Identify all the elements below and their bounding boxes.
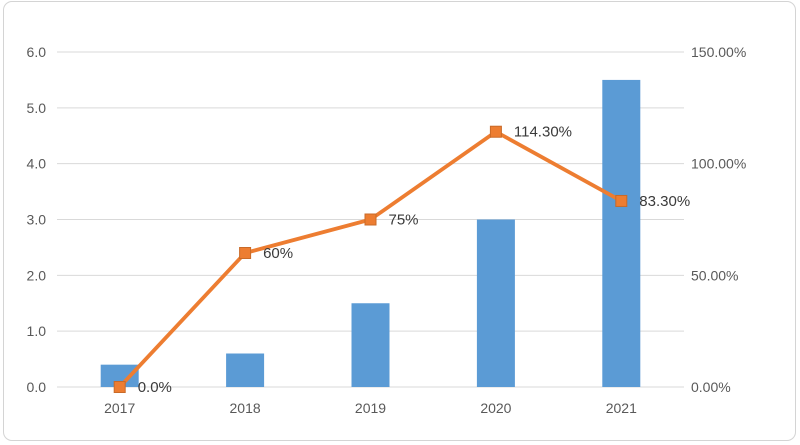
x-axis-category-label: 2020 (480, 400, 511, 416)
line-marker-2021 (615, 194, 628, 207)
left-axis-tick-label: 0.0 (27, 379, 47, 395)
line-marker-2019 (364, 213, 377, 226)
data-label-2020: 114.30% (514, 124, 572, 141)
bar-2019 (351, 303, 390, 387)
left-axis-tick-label: 4.0 (27, 156, 47, 172)
bar-2021 (602, 79, 641, 388)
right-axis-tick-label: 0.00% (691, 379, 731, 395)
left-axis-tick-label: 3.0 (27, 212, 47, 228)
bar-2020 (476, 219, 515, 387)
data-label-2021: 83.30% (639, 193, 690, 210)
line-marker-2017 (113, 381, 126, 393)
data-label-2019: 75% (389, 212, 419, 229)
line-marker-2020 (489, 125, 502, 138)
right-axis-tick-label: 150.00% (691, 44, 746, 60)
line-marker-2018 (239, 247, 252, 259)
left-axis-tick-label: 6.0 (27, 44, 47, 60)
x-axis-category-label: 2018 (230, 400, 261, 416)
data-label-2018: 60% (263, 245, 293, 262)
data-label-2017: 0.0% (138, 379, 172, 396)
x-axis-category-label: 2017 (104, 400, 135, 416)
bar-2018 (226, 353, 265, 387)
bar-2017 (100, 364, 139, 387)
left-axis-tick-label: 5.0 (27, 100, 47, 116)
x-axis-category-label: 2021 (606, 400, 637, 416)
left-axis-tick-label: 1.0 (27, 323, 47, 339)
right-axis-tick-label: 100.00% (691, 156, 746, 172)
x-axis-category-label: 2019 (355, 400, 386, 416)
left-axis-tick-label: 2.0 (27, 267, 47, 283)
right-axis-tick-label: 50.00% (691, 267, 738, 283)
